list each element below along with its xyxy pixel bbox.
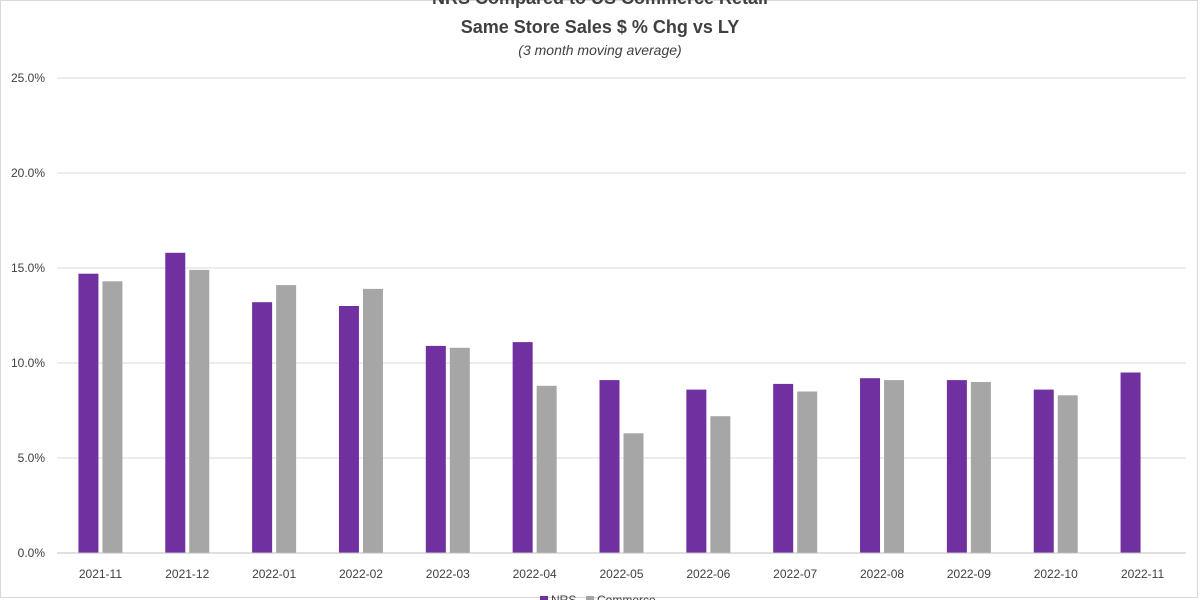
x-tick-label: 2022-03 xyxy=(426,567,470,581)
bar-nrs xyxy=(1033,389,1054,553)
x-tick-label: 2022-09 xyxy=(947,567,991,581)
bar-nrs xyxy=(338,306,359,553)
y-tick-label: 20.0% xyxy=(11,166,45,180)
bar-nrs xyxy=(252,302,273,553)
x-tick-label: 2021-12 xyxy=(165,567,209,581)
bar-commerce xyxy=(1057,395,1078,553)
bar-nrs xyxy=(165,252,186,554)
x-tick-label: 2022-05 xyxy=(599,567,643,581)
bar-commerce xyxy=(536,385,557,553)
chart-subtitle: Same Store Sales $ % Chg vs LY xyxy=(460,17,740,37)
bar-nrs xyxy=(1120,372,1141,553)
bar-commerce xyxy=(362,288,383,553)
bar-commerce xyxy=(623,433,644,553)
y-tick-label: 0.0% xyxy=(18,546,46,560)
chart-note: (3 month moving average) xyxy=(518,42,682,58)
x-tick-label: 2022-02 xyxy=(339,567,383,581)
bar-commerce xyxy=(449,347,470,553)
x-tick-label: 2022-10 xyxy=(1034,567,1078,581)
legend-label-commerce: Commerce xyxy=(597,593,656,600)
x-tick-label: 2022-04 xyxy=(513,567,557,581)
legend-label-nrs: NRS xyxy=(551,593,576,600)
bar-commerce xyxy=(102,281,123,553)
bar-nrs xyxy=(425,345,446,553)
y-tick-label: 25.0% xyxy=(11,71,45,85)
bar-commerce xyxy=(710,416,731,553)
bar-nrs xyxy=(512,342,533,553)
y-tick-label: 10.0% xyxy=(11,356,45,370)
bar-commerce xyxy=(884,380,905,553)
y-tick-label: 15.0% xyxy=(11,261,45,275)
x-tick-label: 2022-06 xyxy=(686,567,730,581)
bar-nrs xyxy=(860,378,881,553)
bar-nrs xyxy=(773,383,794,553)
y-tick-label: 5.0% xyxy=(18,451,46,465)
legend-swatch-nrs xyxy=(540,596,548,600)
bar-commerce xyxy=(276,285,297,553)
bar-nrs xyxy=(686,389,707,553)
x-tick-label: 2022-08 xyxy=(860,567,904,581)
bar-commerce xyxy=(189,269,210,553)
bar-nrs xyxy=(78,273,99,553)
chart-title: NRS Compared to US Commerce Retail xyxy=(0,0,1200,9)
legend-swatch-commerce xyxy=(586,596,594,600)
x-tick-label: 2022-07 xyxy=(773,567,817,581)
x-tick-label: 2021-11 xyxy=(79,567,122,581)
x-tick-label: 2022-01 xyxy=(252,567,296,581)
bar-commerce xyxy=(970,382,991,553)
bar-commerce xyxy=(797,391,818,553)
bar-nrs xyxy=(946,380,967,553)
bar-nrs xyxy=(599,380,620,553)
x-tick-label: 2022-11 xyxy=(1121,567,1164,581)
